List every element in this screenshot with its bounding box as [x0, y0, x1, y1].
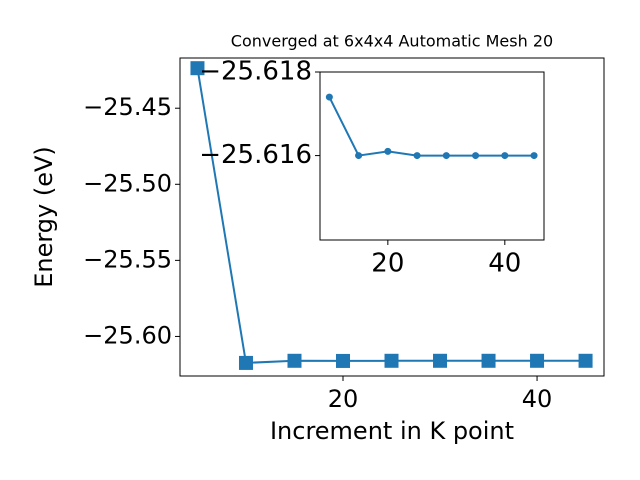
x-tick-label: 40 [488, 249, 521, 279]
marker [384, 353, 399, 368]
marker [190, 61, 205, 76]
y-tick-label: −25.50 [83, 169, 172, 197]
plot-frame [319, 71, 545, 241]
plot-frame [179, 57, 605, 377]
y-tick-label: −25.616 [199, 140, 312, 170]
chart-title: Converged at 6x4x4 Automatic Mesh 20 [231, 32, 553, 51]
x-axis-label: Increment in K point [270, 417, 514, 445]
marker [472, 152, 480, 160]
marker [433, 353, 448, 368]
marker [481, 353, 496, 368]
marker [442, 152, 450, 160]
marker [384, 147, 392, 155]
y-tick-label: −25.45 [83, 93, 172, 121]
y-tick-label: −25.618 [199, 57, 312, 87]
marker [501, 152, 509, 160]
marker [578, 353, 593, 368]
marker [530, 152, 538, 160]
x-tick-label: 40 [522, 385, 553, 413]
marker [238, 355, 253, 370]
marker [355, 152, 363, 160]
x-tick-label: 20 [371, 249, 404, 279]
x-tick-label: 20 [328, 385, 359, 413]
marker [336, 353, 351, 368]
y-tick-label: −25.60 [83, 321, 172, 349]
series-line [328, 96, 535, 157]
marker [413, 152, 421, 160]
marker [325, 93, 333, 101]
y-axis-label: Energy (eV) [30, 146, 58, 288]
marker [287, 353, 302, 368]
marker [530, 353, 545, 368]
y-tick-label: −25.55 [83, 245, 172, 273]
